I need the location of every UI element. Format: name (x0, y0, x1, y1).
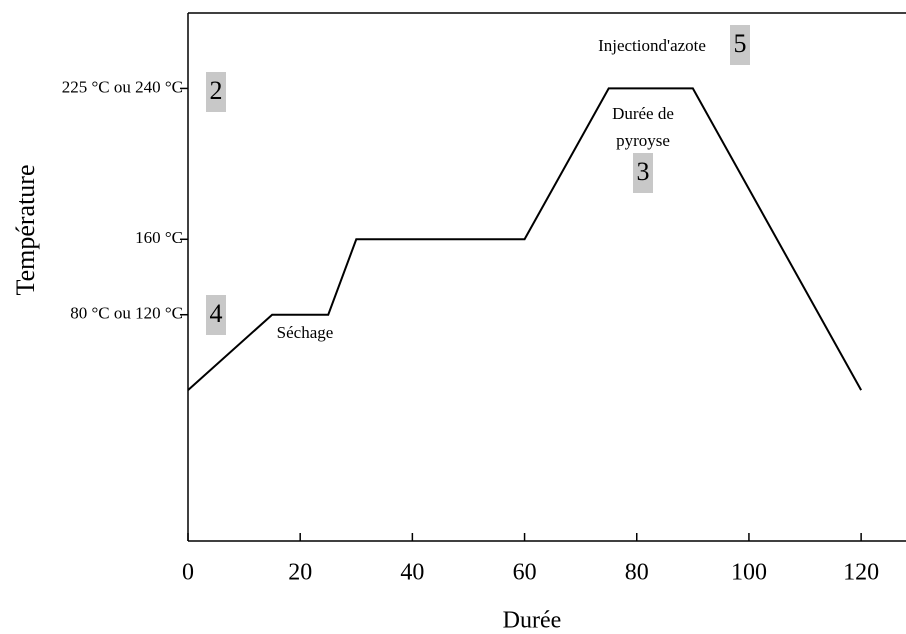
marker-box (206, 72, 226, 112)
y-tick-label: 225 °C ou 240 °C (62, 77, 183, 96)
marker-label: 2 (210, 76, 223, 105)
x-tick-label: 20 (288, 560, 312, 586)
x-tick-label: 120 (843, 560, 879, 586)
line (187, 87, 862, 391)
x-tick-label: 100 (731, 560, 767, 586)
y-axis-label: Température (11, 165, 40, 296)
x-tick-label: 60 (513, 560, 537, 586)
marker-label: 5 (734, 29, 747, 58)
y-tick-label: 160 °C (135, 228, 183, 247)
x-tick-label: 0 (182, 560, 194, 586)
annotation: Injectiond'azote (598, 36, 706, 55)
x-tick-label: 40 (400, 560, 424, 586)
marker-label: 3 (637, 157, 650, 186)
annotation: pyroyse (616, 131, 670, 150)
x-tick-label: 80 (625, 560, 649, 586)
y-tick-label: 80 °C ou 120 °C (70, 304, 183, 323)
marker-box (633, 153, 653, 193)
x-axis-label: Durée (503, 608, 562, 634)
annotation: Durée de (612, 104, 674, 123)
annotation: Séchage (277, 323, 334, 342)
marker-label: 4 (210, 299, 223, 328)
marker-box (206, 295, 226, 335)
marker-box (730, 25, 750, 65)
